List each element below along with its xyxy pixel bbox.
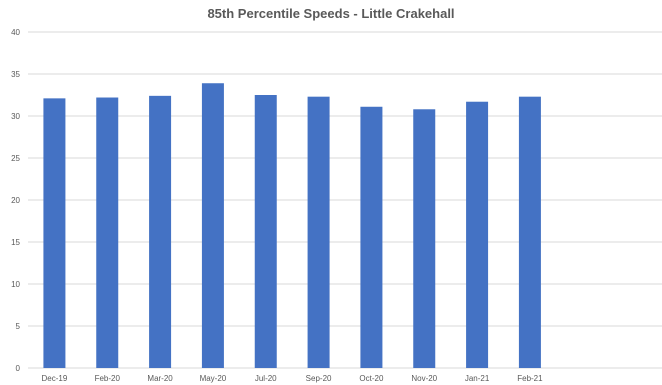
bar: [96, 97, 119, 369]
x-tick-label: Jan-21: [465, 374, 490, 383]
bar: [201, 83, 224, 369]
bar: [518, 96, 541, 369]
y-tick-label: 40: [11, 28, 20, 37]
chart-title: 85th Percentile Speeds - Little Crakehal…: [207, 6, 455, 21]
bar: [360, 106, 383, 368]
x-tick-label: Sep-20: [306, 374, 332, 383]
y-tick-label: 0: [16, 364, 21, 373]
y-tick-label: 15: [11, 238, 20, 247]
bar: [413, 109, 436, 368]
x-tick-label: Oct-20: [359, 374, 384, 383]
x-tick-label: May-20: [200, 374, 227, 383]
y-tick-label: 5: [16, 322, 21, 331]
bar: [149, 95, 172, 368]
y-tick-label: 10: [11, 280, 20, 289]
y-tick-label: 20: [11, 196, 20, 205]
bar: [43, 98, 66, 369]
y-tick-label: 25: [11, 154, 20, 163]
bar: [466, 101, 489, 368]
bar: [254, 95, 277, 368]
x-tick-label: Dec-19: [42, 374, 68, 383]
y-tick-label: 30: [11, 112, 20, 121]
x-tick-label: Feb-21: [517, 374, 543, 383]
x-tick-label: Feb-20: [95, 374, 121, 383]
y-tick-label: 35: [11, 70, 20, 79]
x-tick-label: Jul-20: [255, 374, 277, 383]
x-tick-label: Mar-20: [147, 374, 173, 383]
bar: [307, 96, 330, 369]
x-tick-label: Nov-20: [411, 374, 437, 383]
